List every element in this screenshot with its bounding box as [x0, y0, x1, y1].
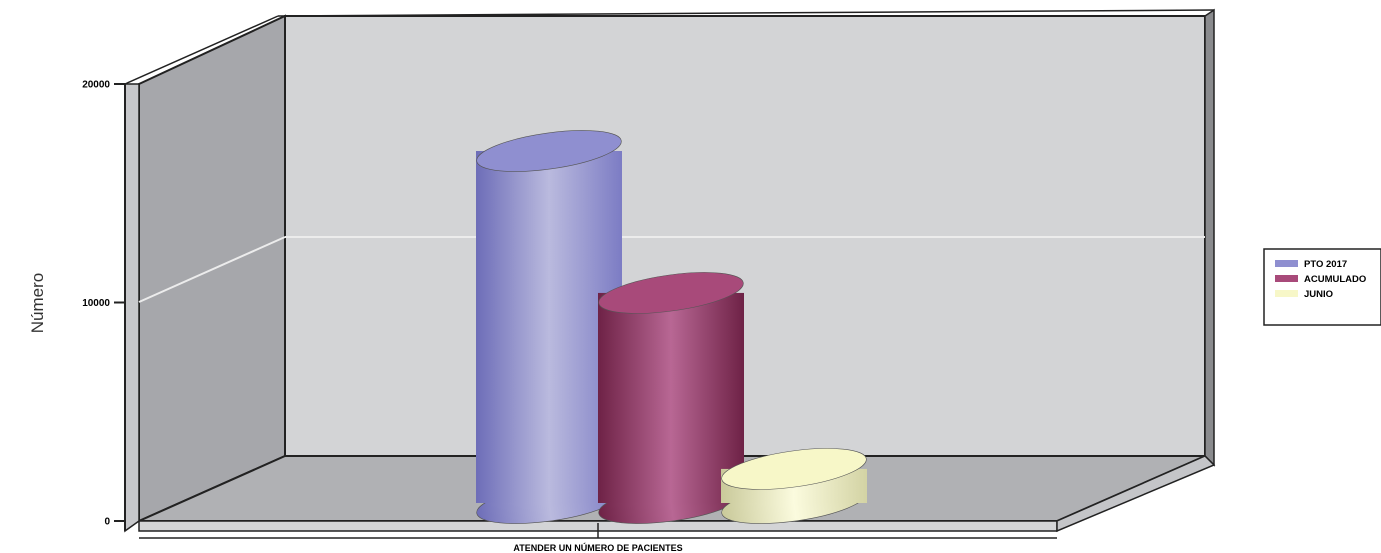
- bar-top: [476, 130, 622, 172]
- y-tick-label-0: 0: [104, 517, 110, 528]
- bar-top: [721, 448, 867, 490]
- y-axis: 0 10000 20000: [82, 80, 126, 531]
- legend-label-0: PTO 2017: [1304, 259, 1347, 270]
- gridlines: [138, 236, 1205, 303]
- left-wall-edge: [124, 83, 140, 533]
- back-wall-top-edge: [277, 9, 1215, 17]
- bar-body: [598, 292, 744, 503]
- legend-swatch-0: [1275, 260, 1298, 267]
- bar-junio: [721, 448, 867, 524]
- legend-swatch-1: [1275, 275, 1298, 282]
- legend-label-1: ACUMULADO: [1304, 274, 1366, 285]
- bar-body: [476, 151, 622, 503]
- category-label: ATENDER UN NÚMERO DE PACIENTES: [513, 542, 682, 553]
- y-axis-title: Número: [28, 273, 47, 333]
- y-tick-label-1: 10000: [82, 298, 110, 309]
- bar-acumulado: [598, 272, 744, 524]
- floor-right-edge: [1056, 455, 1216, 533]
- left-wall-top-edge: [124, 15, 279, 85]
- legend-label-2: JUNIO: [1304, 289, 1333, 300]
- bars: [476, 130, 867, 524]
- gridline-left-10000: [138, 236, 286, 303]
- bar-pto-2017: [476, 130, 622, 524]
- y-tick-label-2: 20000: [82, 80, 110, 91]
- right-side: [1204, 8, 1215, 467]
- legend: PTO 2017 ACUMULADO JUNIO: [1263, 248, 1381, 326]
- legend-swatch-2: [1275, 290, 1298, 297]
- bar-top: [598, 272, 744, 314]
- x-axis: ATENDER UN NÚMERO DE PACIENTES: [139, 523, 1057, 553]
